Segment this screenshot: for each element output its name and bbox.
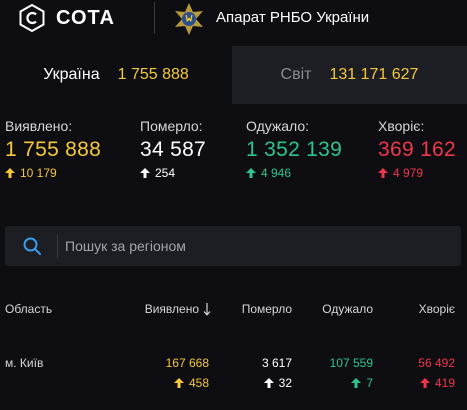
- row-sick-delta: 419: [418, 376, 455, 390]
- column-detected[interactable]: Виявлено: [145, 302, 211, 316]
- stat-recovered-delta: 4 946: [246, 166, 342, 180]
- cota-logo-icon[interactable]: [18, 4, 46, 32]
- row-recovered-delta-value: 7: [366, 376, 373, 390]
- row-detected-delta: 458: [166, 376, 209, 390]
- stat-died-label: Померло:: [140, 118, 203, 134]
- stat-sick-delta-value: 4 979: [393, 166, 424, 180]
- stat-detected: Виявлено: 1 755 888 10 179: [5, 118, 101, 180]
- arrow-up-icon: [378, 168, 388, 178]
- table-row[interactable]: м. Київ 167 668 458 3 617 32 107 559 7 5…: [0, 350, 467, 400]
- rnbo-emblem-icon: [175, 3, 203, 35]
- sort-down-icon: [203, 303, 211, 316]
- row-died-delta-value: 32: [278, 376, 292, 390]
- app-header: СОТА Апарат РНБО України: [0, 0, 467, 36]
- stat-detected-delta: 10 179: [5, 166, 101, 180]
- stat-recovered-value: 1 352 139: [246, 138, 343, 161]
- arrow-up-icon: [351, 378, 362, 388]
- stat-died: Померло: 34 587 254: [140, 118, 206, 180]
- row-died: 3 617 32: [262, 356, 292, 390]
- search-input[interactable]: [65, 232, 445, 260]
- stat-died-delta: 254: [140, 166, 206, 180]
- column-region[interactable]: Область: [5, 302, 53, 316]
- stat-sick-delta: 4 979: [378, 166, 456, 180]
- row-recovered: 107 559 7: [330, 356, 373, 390]
- stat-detected-value: 1 755 888: [5, 138, 102, 161]
- stat-sick: Хворіє: 369 162 4 979: [378, 118, 456, 180]
- search-divider: [57, 234, 58, 258]
- tab-world-value: 131 171 627: [329, 66, 419, 83]
- table-header: Область Виявлено Померло Одужало Хворіє: [0, 298, 467, 322]
- header-divider: [154, 2, 155, 34]
- stat-recovered: Одужало: 1 352 139 4 946: [246, 118, 342, 180]
- tab-ukraine-label: Україна: [43, 66, 100, 83]
- stat-detected-delta-value: 10 179: [20, 166, 57, 180]
- region-search: [5, 226, 461, 266]
- row-sick-delta-value: 419: [434, 376, 455, 390]
- arrow-up-icon: [419, 378, 430, 388]
- header-subtitle: Апарат РНБО України: [216, 9, 370, 26]
- tab-ukraine-value: 1 755 888: [117, 66, 189, 83]
- stat-died-value: 34 587: [140, 138, 207, 161]
- arrow-up-icon: [246, 168, 256, 178]
- column-died[interactable]: Померло: [241, 302, 292, 316]
- region-tabs: Україна 1 755 888 Світ 131 171 627: [0, 46, 467, 104]
- row-detected-value: 167 668: [165, 356, 209, 370]
- row-recovered-delta: 7: [330, 376, 373, 390]
- row-sick-value: 56 492: [418, 356, 455, 370]
- row-recovered-value: 107 559: [329, 356, 373, 370]
- arrow-up-icon: [140, 168, 150, 178]
- row-detected: 167 668 458: [166, 356, 209, 390]
- column-recovered[interactable]: Одужало: [322, 302, 373, 316]
- arrow-up-icon: [173, 378, 184, 388]
- stat-sick-value: 369 162: [378, 138, 457, 161]
- row-died-delta: 32: [262, 376, 292, 390]
- arrow-up-icon: [263, 378, 274, 388]
- row-detected-delta-value: 458: [188, 376, 209, 390]
- row-died-value: 3 617: [261, 356, 292, 370]
- brand-name[interactable]: СОТА: [56, 7, 115, 29]
- column-sick[interactable]: Хворіє: [418, 302, 455, 316]
- stat-detected-label: Виявлено:: [5, 118, 73, 134]
- stat-recovered-delta-value: 4 946: [261, 166, 292, 180]
- summary-stats: Виявлено: 1 755 888 10 179 Померло: 34 5…: [0, 118, 467, 198]
- arrow-up-icon: [5, 168, 15, 178]
- stat-died-delta-value: 254: [155, 166, 176, 180]
- stat-sick-label: Хворіє:: [378, 118, 425, 134]
- tab-world-label: Світ: [280, 66, 312, 83]
- stat-recovered-label: Одужало:: [246, 118, 310, 134]
- tab-ukraine[interactable]: Україна 1 755 888: [0, 46, 232, 104]
- row-region: м. Київ: [5, 356, 44, 370]
- row-sick: 56 492 419: [418, 356, 455, 390]
- column-detected-label: Виявлено: [144, 302, 199, 316]
- search-icon[interactable]: [23, 237, 41, 255]
- tab-world[interactable]: Світ 131 171 627: [232, 46, 467, 104]
